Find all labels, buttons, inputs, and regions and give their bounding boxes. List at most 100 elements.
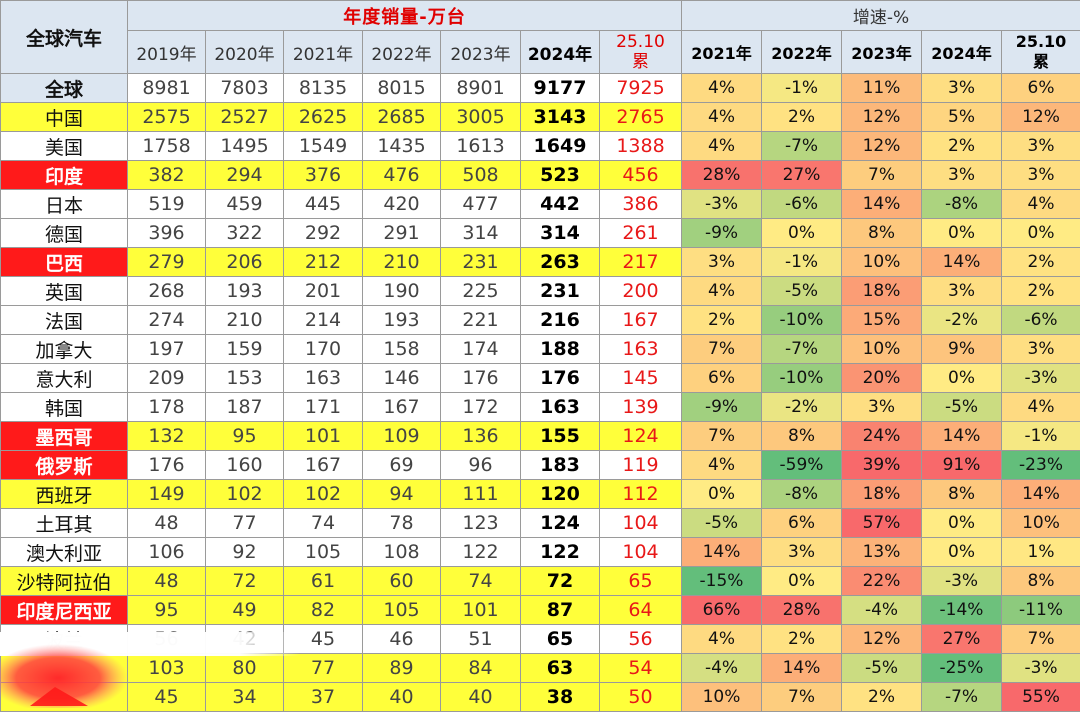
growth-value-cell: 39% (842, 451, 922, 480)
sales-value-cell: 2685 (363, 103, 441, 132)
country-name: 印度尼西亚 (1, 596, 128, 625)
sales-value-cell: 420 (363, 190, 441, 219)
sales-value-cell: 210 (206, 306, 284, 335)
sales-value-cell: 139 (600, 393, 682, 422)
sales-value-cell: 7925 (600, 74, 682, 103)
sales-value-cell: 45 (284, 625, 363, 654)
sales-value-cell: 206 (206, 248, 284, 277)
growth-value-cell: 0% (922, 538, 1002, 567)
sales-value-cell: 51 (441, 625, 521, 654)
growth-value-cell: 4% (1002, 393, 1080, 422)
country-name: 全球 (1, 74, 128, 103)
sales-value-cell: 456 (600, 161, 682, 190)
sales-value-cell: 87 (521, 596, 600, 625)
growth-value-cell: 8% (1002, 567, 1080, 596)
sales-value-cell: 167 (363, 393, 441, 422)
sales-value-cell: 65 (600, 567, 682, 596)
sales-value-cell: 119 (600, 451, 682, 480)
sales-value-cell: 200 (600, 277, 682, 306)
sales-value-cell: 176 (128, 451, 206, 480)
growth-value-cell: 14% (682, 538, 762, 567)
sales-value-cell: 476 (363, 161, 441, 190)
sales-year-header: 2022年 (363, 31, 441, 74)
growth-value-cell: 2% (1002, 248, 1080, 277)
sales-value-cell: 2527 (206, 103, 284, 132)
sales-value-cell: 158 (363, 335, 441, 364)
sales-value-cell: 170 (284, 335, 363, 364)
growth-value-cell: 4% (1002, 190, 1080, 219)
growth-value-cell: -8% (762, 480, 842, 509)
growth-value-cell: -4% (682, 654, 762, 683)
growth-year-header: 2022年 (762, 31, 842, 74)
sales-value-cell: 187 (206, 393, 284, 422)
growth-value-cell: -10% (762, 306, 842, 335)
growth-value-cell: -59% (762, 451, 842, 480)
sales-value-cell: 214 (284, 306, 363, 335)
sales-value-cell: 216 (521, 306, 600, 335)
country-name: 日本 (1, 190, 128, 219)
growth-value-cell: 22% (842, 567, 922, 596)
growth-value-cell: 2% (762, 625, 842, 654)
sales-value-cell: 102 (206, 480, 284, 509)
growth-value-cell: 14% (842, 190, 922, 219)
growth-value-cell: 10% (842, 335, 922, 364)
sales-value-cell: 96 (441, 451, 521, 480)
sales-value-cell: 508 (441, 161, 521, 190)
sales-value-cell: 40 (363, 683, 441, 712)
growth-value-cell: 0% (1002, 219, 1080, 248)
sales-value-cell: 77 (284, 654, 363, 683)
sales-value-cell: 1758 (128, 132, 206, 161)
sales-value-cell: 60 (363, 567, 441, 596)
growth-value-cell: 14% (922, 248, 1002, 277)
sales-year-header: 2023年 (441, 31, 521, 74)
sales-value-cell: 95 (128, 596, 206, 625)
growth-value-cell: 91% (922, 451, 1002, 480)
growth-value-cell: 6% (1002, 74, 1080, 103)
sales-value-cell: 376 (284, 161, 363, 190)
growth-value-cell: 13% (842, 538, 922, 567)
growth-value-cell: 5% (922, 103, 1002, 132)
country-name: 英国 (1, 277, 128, 306)
sales-value-cell: 8981 (128, 74, 206, 103)
sales-value-cell: 314 (441, 219, 521, 248)
growth-value-cell: 12% (842, 103, 922, 132)
sales-value-cell: 78 (363, 509, 441, 538)
country-name (1, 683, 128, 712)
sales-value-cell: 396 (128, 219, 206, 248)
sales-value-cell: 146 (363, 364, 441, 393)
growth-value-cell: -8% (922, 190, 1002, 219)
sales-value-cell: 8135 (284, 74, 363, 103)
country-name: 德国 (1, 219, 128, 248)
sales-value-cell: 89 (363, 654, 441, 683)
sales-value-cell: 69 (363, 451, 441, 480)
country-name (1, 654, 128, 683)
growth-value-cell: 0% (682, 480, 762, 509)
growth-value-cell: 2% (842, 683, 922, 712)
sales-value-cell: 74 (284, 509, 363, 538)
sales-value-cell: 48 (128, 567, 206, 596)
sales-value-cell: 106 (128, 538, 206, 567)
sales-value-cell: 8015 (363, 74, 441, 103)
sales-value-cell: 112 (600, 480, 682, 509)
sales-value-cell: 104 (600, 538, 682, 567)
growth-value-cell: 14% (922, 422, 1002, 451)
growth-value-cell: 3% (1002, 161, 1080, 190)
country-name: 俄罗斯 (1, 451, 128, 480)
sales-value-cell: 120 (521, 480, 600, 509)
sales-value-cell: 201 (284, 277, 363, 306)
growth-value-cell: 4% (682, 451, 762, 480)
growth-value-cell: 7% (762, 683, 842, 712)
growth-value-cell: 3% (1002, 335, 1080, 364)
sales-value-cell: 84 (441, 654, 521, 683)
sales-value-cell: 217 (600, 248, 682, 277)
sales-value-cell: 74 (441, 567, 521, 596)
sales-value-cell: 171 (284, 393, 363, 422)
growth-value-cell: 7% (1002, 625, 1080, 654)
sales-value-cell: 45 (128, 683, 206, 712)
